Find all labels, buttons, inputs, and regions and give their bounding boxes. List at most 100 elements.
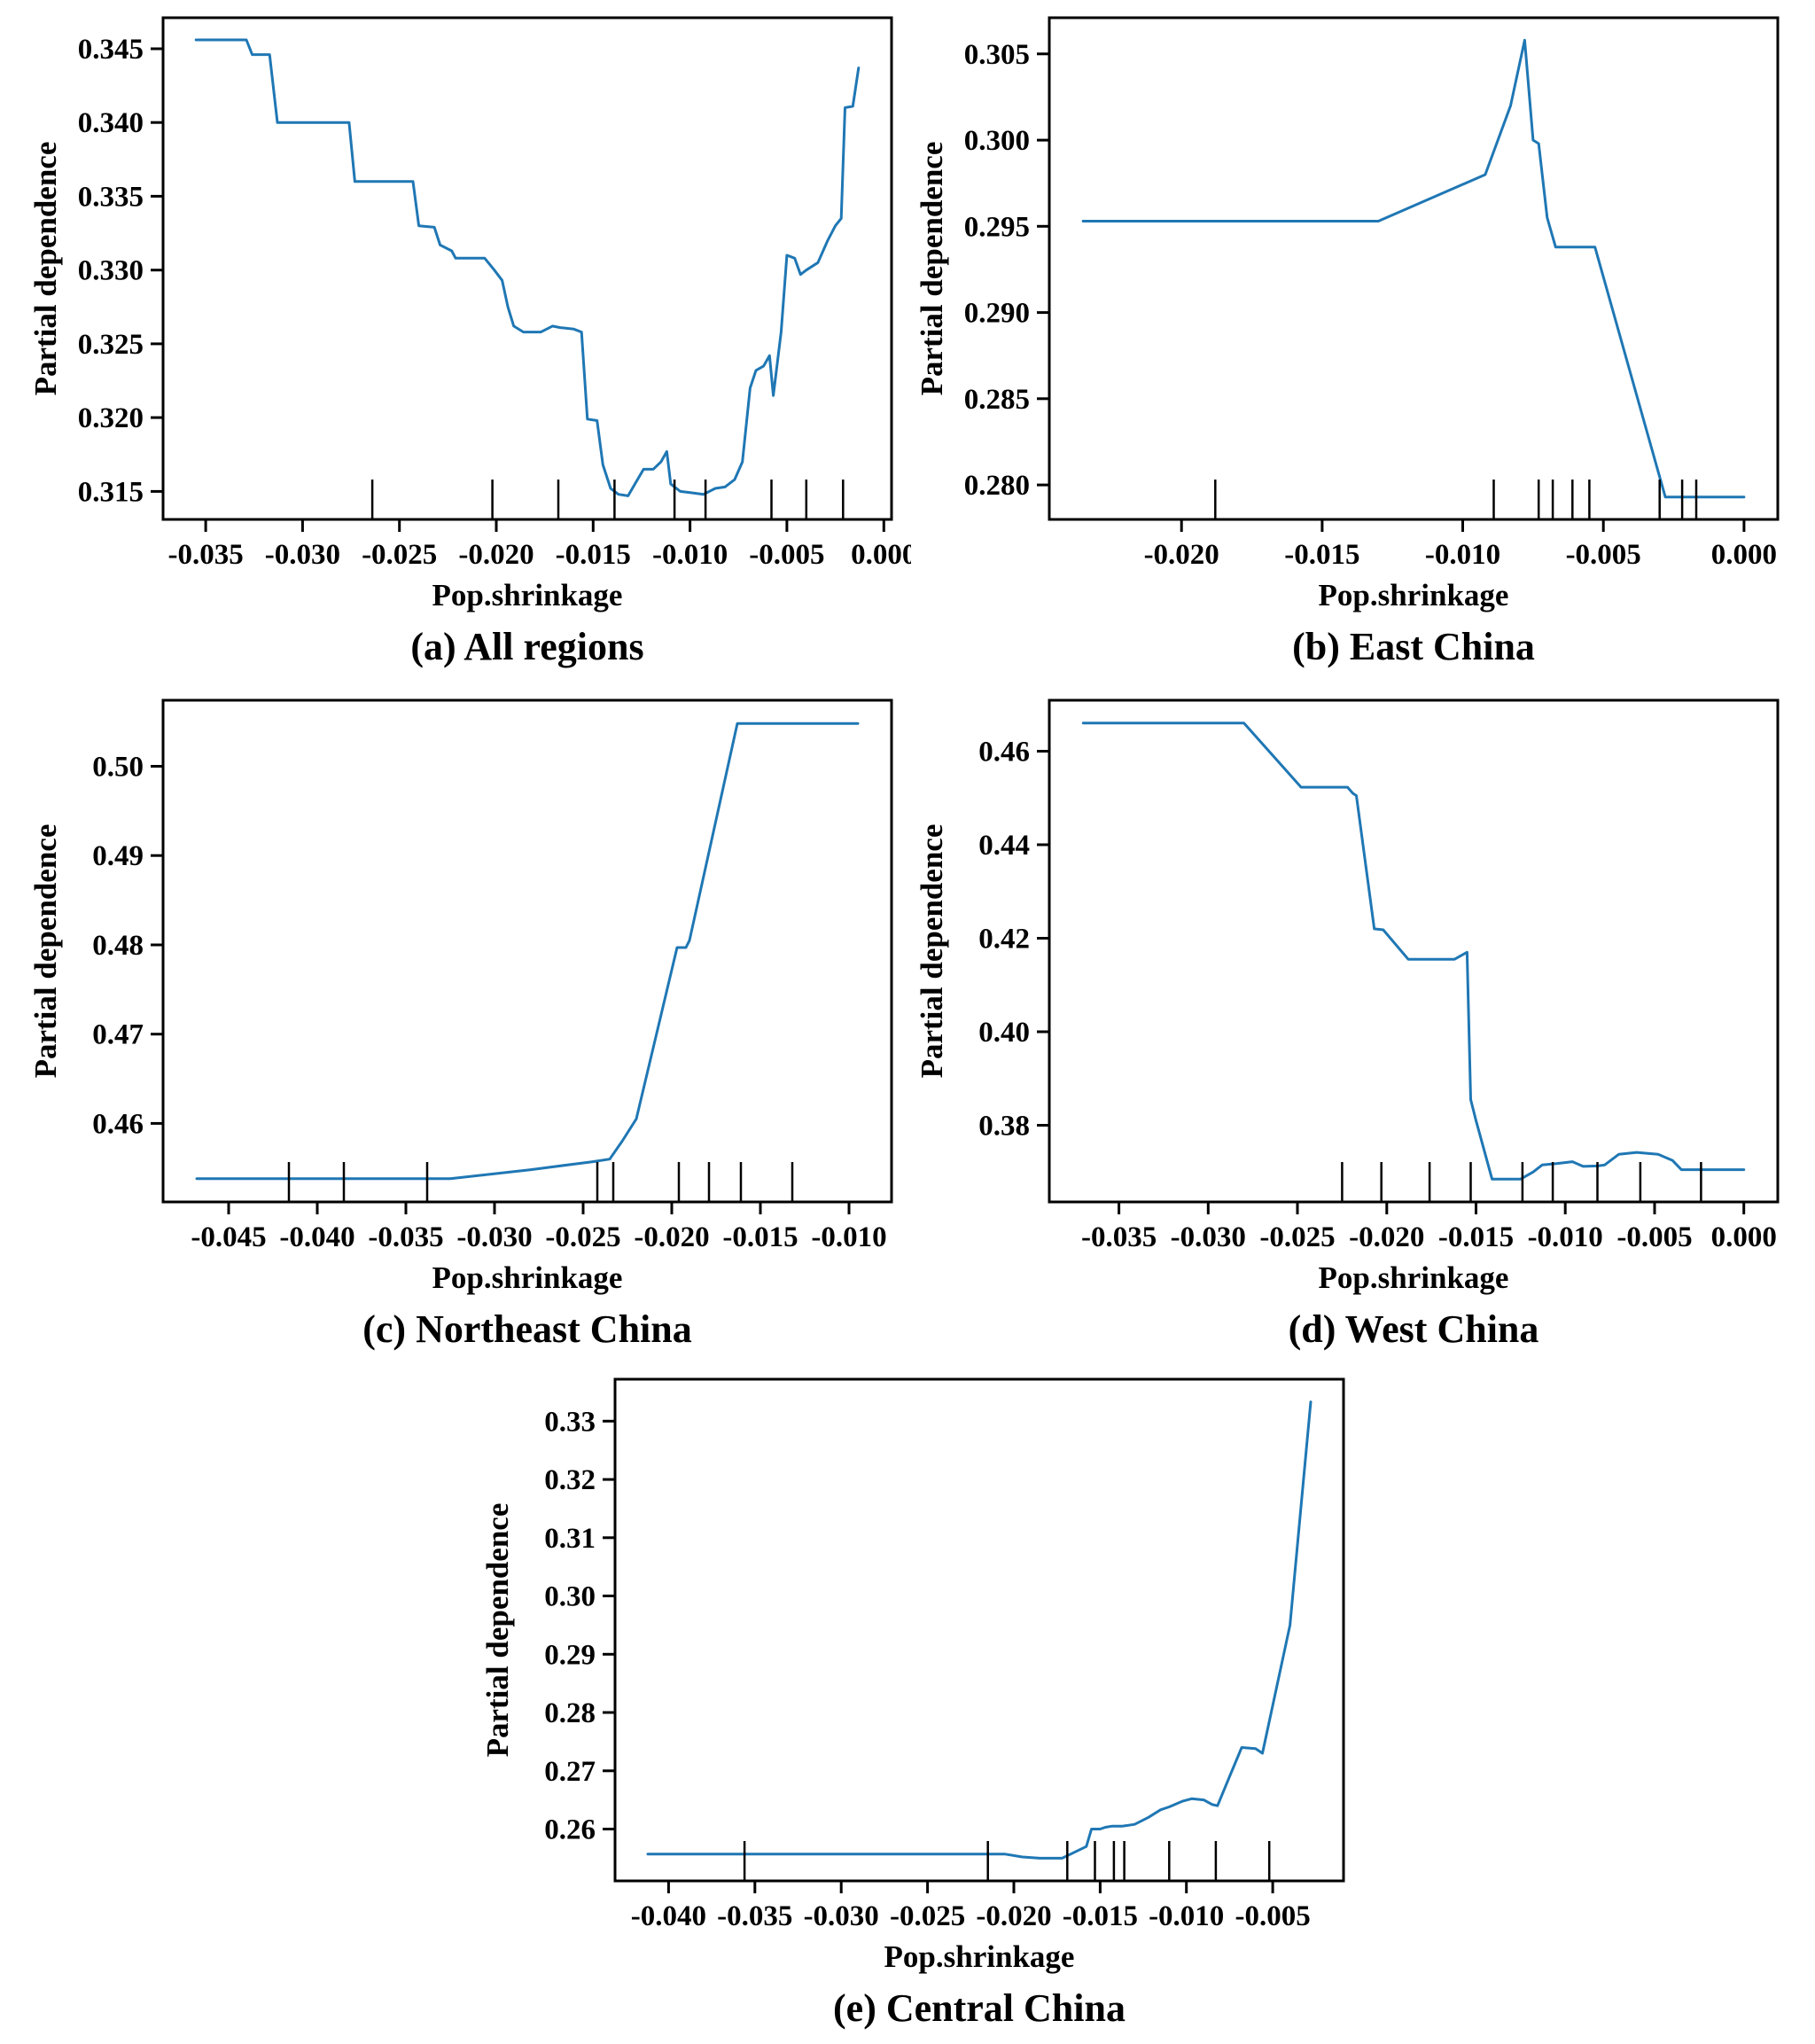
- y-tick-label: 0.320: [78, 402, 144, 434]
- y-tick-label: 0.49: [92, 840, 144, 872]
- chart-a-ylabel: Partial dependence: [28, 141, 63, 396]
- x-tick-label: -0.030: [804, 1900, 879, 1932]
- x-tick-label: -0.025: [545, 1221, 620, 1253]
- x-tick-label: -0.035: [717, 1900, 792, 1932]
- x-tick-label: -0.020: [1349, 1221, 1424, 1253]
- x-tick-label: -0.010: [811, 1221, 886, 1253]
- axes-frame: [1048, 698, 1780, 1204]
- x-tick-label: -0.030: [1171, 1221, 1246, 1253]
- x-tick-label: -0.005: [749, 539, 824, 571]
- y-tick-label: 0.31: [544, 1523, 596, 1555]
- y-tick-label: 0.42: [978, 924, 1030, 956]
- axes-frame: [161, 698, 893, 1204]
- y-tick-label: 0.29: [544, 1639, 596, 1671]
- y-tick-label: 0.330: [78, 255, 144, 287]
- chart-a-canvas: -0.035 -0.030 -0.025 -0.020 -0.015 -0.010 -0.0…: [78, 16, 911, 571]
- chart-a-caption: (a) All regions: [410, 625, 644, 668]
- y-tick-label: 0.27: [544, 1756, 596, 1788]
- x-tick-label: -0.035: [368, 1221, 443, 1253]
- chart-c-canvas: -0.045 -0.040 -0.035 -0.030 -0.025 -0.020 -0.0…: [92, 698, 893, 1253]
- y-tick-label: 0.340: [78, 107, 144, 139]
- chart-d-ylabel: Partial dependence: [915, 823, 949, 1079]
- y-tick-label: 0.325: [78, 329, 144, 361]
- chart-panel-a: -0.035 -0.030 -0.025 -0.020 -0.015 -0.010 -0.0…: [18, 4, 911, 683]
- x-tick-label: -0.030: [265, 539, 340, 571]
- chart-panel-c: -0.045 -0.040 -0.035 -0.030 -0.025 -0.020 -0.0…: [18, 686, 911, 1365]
- x-tick-label: -0.015: [722, 1221, 798, 1253]
- y-tick-label: 0.345: [78, 34, 144, 66]
- pdp-line: [195, 722, 860, 1181]
- pdp-line: [1081, 722, 1746, 1181]
- x-tick-label: -0.015: [1284, 539, 1359, 571]
- y-tick-label: 0.33: [544, 1406, 596, 1438]
- chart-c-ylabel: Partial dependence: [28, 823, 63, 1079]
- chart-d-canvas: -0.035 -0.030 -0.025 -0.020 -0.015 -0.010 -0.0…: [978, 698, 1780, 1253]
- y-tick-label: 0.44: [978, 830, 1030, 862]
- chart-d-caption: (d) West China: [1288, 1307, 1539, 1351]
- chart-b-caption: (b) East China: [1292, 625, 1535, 668]
- x-tick-label: -0.005: [1235, 1900, 1310, 1932]
- y-tick-label: 0.28: [544, 1697, 596, 1729]
- x-tick-label: -0.040: [279, 1221, 354, 1253]
- y-tick-label: 0.38: [978, 1111, 1030, 1143]
- x-tick-label: 0.000: [1711, 1221, 1777, 1253]
- x-tick-label: -0.045: [191, 1221, 266, 1253]
- x-tick-label: -0.035: [1081, 1221, 1157, 1253]
- x-tick-label: -0.025: [890, 1900, 965, 1932]
- chart-panel-b: -0.020 -0.015 -0.010 -0.005 0.000 0.280 0.285 0…: [904, 4, 1797, 683]
- y-tick-label: 0.295: [964, 211, 1030, 243]
- x-tick-label: 0.000: [851, 539, 911, 571]
- x-tick-label: -0.030: [456, 1221, 532, 1253]
- chart-e-xlabel: Pop.shrinkage: [884, 1939, 1075, 1974]
- chart-b-ylabel: Partial dependence: [915, 141, 949, 396]
- y-tick-label: 0.300: [964, 125, 1030, 157]
- x-tick-label: -0.015: [556, 539, 631, 571]
- x-tick-label: -0.040: [631, 1900, 706, 1932]
- y-tick-label: 0.335: [78, 181, 144, 213]
- y-tick-label: 0.26: [544, 1814, 596, 1846]
- pdp-line: [646, 1400, 1313, 1860]
- y-tick-label: 0.290: [964, 298, 1030, 330]
- chart-e-canvas: -0.040 -0.035 -0.030 -0.025 -0.020 -0.015 -0.0…: [544, 1377, 1345, 1932]
- x-tick-label: -0.025: [362, 539, 437, 571]
- y-tick-label: 0.285: [964, 384, 1030, 416]
- chart-b-xlabel: Pop.shrinkage: [1318, 578, 1509, 612]
- chart-d-xlabel: Pop.shrinkage: [1318, 1260, 1509, 1295]
- chart-panel-d: -0.035 -0.030 -0.025 -0.020 -0.015 -0.010 -0.0…: [904, 686, 1797, 1365]
- chart-e-ylabel: Partial dependence: [480, 1502, 515, 1758]
- y-tick-label: 0.46: [92, 1108, 144, 1140]
- y-tick-label: 0.305: [964, 39, 1030, 71]
- x-tick-label: -0.020: [458, 539, 534, 571]
- x-tick-label: -0.025: [1259, 1221, 1335, 1253]
- pdp-line: [194, 38, 861, 497]
- chart-b-canvas: -0.020 -0.015 -0.010 -0.005 0.000 0.280 0.285 0…: [964, 16, 1780, 571]
- x-tick-label: -0.015: [1063, 1900, 1138, 1932]
- x-tick-label: -0.010: [1528, 1221, 1603, 1253]
- y-tick-label: 0.280: [964, 470, 1030, 502]
- chart-panel-e: -0.040 -0.035 -0.030 -0.025 -0.020 -0.015 -0.0…: [470, 1365, 1363, 2044]
- x-tick-label: -0.005: [1566, 539, 1641, 571]
- axes-frame: [161, 16, 893, 521]
- chart-c-caption: (c) Northeast China: [362, 1307, 692, 1351]
- y-tick-label: 0.315: [78, 476, 144, 508]
- x-tick-label: 0.000: [1711, 539, 1777, 571]
- x-tick-label: -0.035: [167, 539, 243, 571]
- x-tick-label: -0.005: [1616, 1221, 1692, 1253]
- x-tick-label: -0.015: [1438, 1221, 1514, 1253]
- x-tick-label: -0.020: [976, 1900, 1051, 1932]
- y-tick-label: 0.40: [978, 1017, 1030, 1049]
- chart-c-xlabel: Pop.shrinkage: [432, 1260, 623, 1295]
- x-tick-label: -0.010: [652, 539, 728, 571]
- y-tick-label: 0.46: [978, 737, 1030, 768]
- axes-frame: [1048, 16, 1780, 521]
- x-tick-label: -0.020: [1144, 539, 1219, 571]
- x-tick-label: -0.010: [1149, 1900, 1224, 1932]
- y-tick-label: 0.50: [92, 752, 144, 784]
- y-tick-label: 0.47: [92, 1019, 144, 1051]
- y-tick-label: 0.30: [544, 1581, 596, 1613]
- pdp-line: [1081, 38, 1746, 499]
- y-tick-label: 0.48: [92, 930, 144, 962]
- y-tick-label: 0.32: [544, 1464, 596, 1496]
- x-tick-label: -0.020: [634, 1221, 709, 1253]
